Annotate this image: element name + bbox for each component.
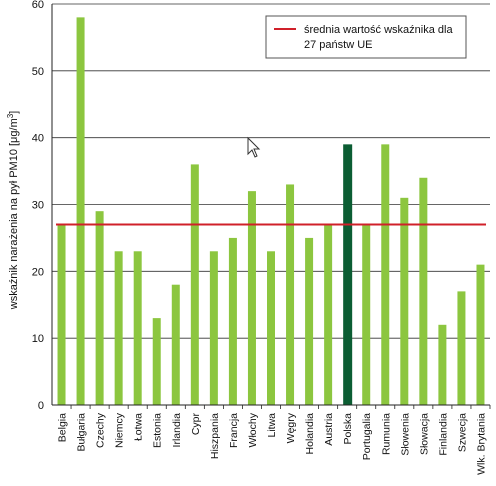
bar-19 (419, 177, 428, 405)
x-tick-label-16: Portugalia (361, 413, 373, 460)
y-tick-label: 10 (32, 333, 44, 345)
x-tick-label-7: Cypr (190, 412, 202, 435)
bar-8 (209, 251, 218, 405)
x-tick-label-5: Estonia (152, 413, 164, 448)
y-axis-ticks: 0 10 20 30 40 50 60 (32, 0, 44, 412)
y-tick-label: 40 (32, 133, 44, 145)
x-tick-label-14: Austria (323, 413, 335, 446)
x-tick-label-10: Włochy (247, 412, 259, 447)
x-tick-label-22: Wlk. Brytania (475, 413, 487, 475)
y-tick-label: 30 (32, 200, 44, 212)
y-tick-label: 0 (38, 400, 44, 412)
bar-10 (247, 191, 256, 405)
bar-3 (114, 251, 123, 405)
x-tick-label-0: Belgia (57, 413, 69, 442)
legend: średnia wartość wskaźnika dla 27 państw … (265, 15, 467, 59)
bar-22 (476, 264, 485, 405)
grid-lines (52, 3, 490, 339)
y-tick-label: 20 (32, 266, 44, 278)
bar-11 (267, 251, 275, 405)
y-axis-title-main: wskaźnik narażenia na pył PM10 [μg/m (8, 118, 20, 310)
x-tick-label-20: Finlandia (437, 413, 449, 456)
bar-14 (324, 224, 333, 405)
x-tick-label-9: Francja (228, 413, 240, 448)
x-tick-label-12: Węgry (285, 412, 297, 443)
x-tick-label-18: Słowenia (399, 413, 411, 456)
legend-box (265, 15, 467, 59)
x-tick-label-11: Litwa (266, 413, 278, 438)
x-axis-labels: Belgia Bułgaria Czechy Niemcy Łotwa Estonia Ir… (57, 405, 491, 475)
bar-12 (286, 184, 295, 405)
y-axis-title-end: ] (8, 111, 20, 114)
x-tick-label-2: Czechy (95, 412, 107, 448)
x-tick-label-4: Łotwa (133, 413, 145, 441)
x-tick-label-19: Słowacja (418, 413, 430, 455)
bar-4 (133, 251, 142, 405)
bar-0 (57, 224, 66, 405)
bar-5 (152, 318, 161, 405)
bar-7 (190, 164, 199, 405)
x-tick-label-21: Szwecja (456, 413, 468, 452)
x-tick-label-6: Irlandia (171, 413, 183, 448)
x-tick-label-13: Holandia (304, 413, 316, 455)
mouse-cursor-icon (247, 136, 261, 158)
bar-17 (381, 144, 390, 405)
bar-1 (76, 17, 85, 405)
bar-9 (228, 237, 237, 405)
legend-label-line1: średnia wartość wskaźnika dla (304, 24, 453, 36)
bar-20 (438, 324, 447, 405)
x-tick-label-1: Bułgaria (76, 413, 88, 452)
bar-16 (362, 224, 371, 405)
legend-label-line2: 27 państw UE (304, 39, 372, 51)
x-tick-label-3: Niemcy (114, 412, 126, 448)
bars (57, 17, 485, 405)
y-axis-title: wskaźnik narażenia na pył PM10 [μg/m3] (6, 111, 20, 311)
y-axis-title-superscript: 3 (6, 113, 15, 118)
bar-13 (305, 237, 314, 405)
y-tick-label: 50 (32, 66, 44, 78)
bar-15 (343, 144, 353, 405)
bar-6 (171, 284, 180, 405)
x-tick-label-8: Hiszpania (209, 413, 221, 459)
bar-2 (95, 211, 104, 405)
bar-18 (400, 197, 409, 405)
x-tick-label-15: Polska (342, 413, 354, 445)
bar-21 (457, 291, 466, 405)
y-tick-label: 60 (32, 0, 44, 11)
x-tick-label-17: Rumunia (380, 413, 392, 455)
